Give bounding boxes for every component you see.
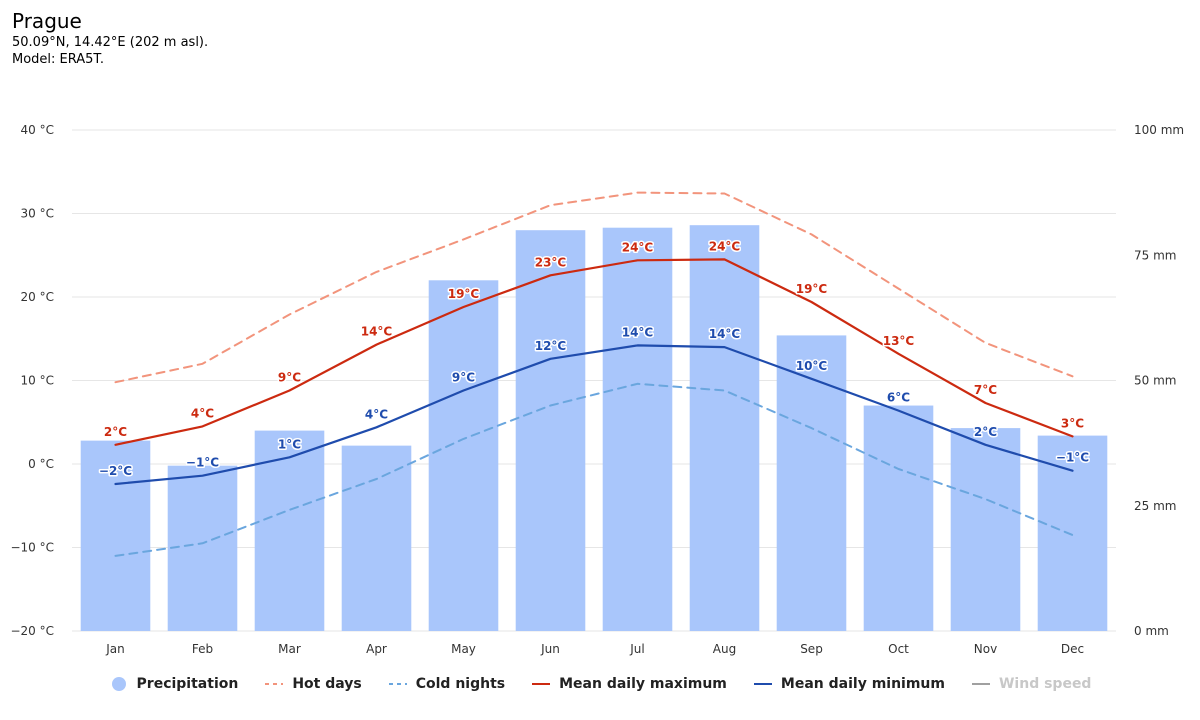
legend-item-mean-max[interactable]: Mean daily maximum (531, 676, 727, 692)
precipitation-bar (515, 230, 586, 631)
legend-label: Wind speed (998, 676, 1092, 692)
y-left-tick-label: −20 °C (10, 624, 54, 638)
mean-max-data-label: 14°C (361, 325, 393, 339)
legend-label: Mean daily maximum (559, 676, 727, 692)
mean-min-data-label: −1°C (1056, 451, 1089, 465)
y-left-tick-label: −10 °C (10, 541, 54, 555)
mean-max-data-label: 23°C (535, 255, 567, 269)
y-right-tick-label: 0 mm (1134, 624, 1169, 638)
x-tick-label: Jan (105, 642, 125, 656)
legend-line-icon (388, 683, 407, 685)
precipitation-bar (602, 227, 673, 631)
mean-min-data-label: −2°C (99, 464, 132, 478)
precipitation-bar (689, 225, 760, 631)
y-right-tick-label: 25 mm (1134, 499, 1176, 513)
mean-min-data-label: −1°C (186, 456, 219, 470)
legend-item-precipitation[interactable]: Precipitation (109, 676, 239, 692)
legend-item-wind-speed[interactable]: Wind speed (971, 676, 1091, 692)
climate-chart: 2°C 4°C 9°C 14°C 19°C 23°C 24°C 24°C 19°C 13°C 7°C… (10, 123, 1184, 656)
mean-max-data-label: 19°C (796, 282, 828, 296)
legend-label: Mean daily minimum (780, 676, 945, 692)
x-tick-label: Nov (974, 642, 997, 656)
mean-max-line (114, 258, 1074, 446)
precipitation-bar (167, 465, 238, 631)
x-tick-label: Jun (540, 642, 560, 656)
legend-label: Cold nights (415, 676, 506, 692)
precipitation-bars (80, 225, 1108, 631)
precipitation-bar (80, 440, 151, 631)
legend-dot-icon (111, 677, 126, 691)
precipitation-bar (254, 430, 325, 631)
y-right-tick-label: 75 mm (1134, 248, 1176, 262)
y-left-tick-label: 40 °C (21, 123, 54, 137)
y-left-tick-label: 20 °C (21, 290, 54, 304)
y-left-tick-label: 10 °C (21, 374, 54, 388)
legend-item-cold-nights[interactable]: Cold nights (388, 676, 505, 692)
precipitation-bar (341, 445, 412, 631)
precipitation-bar (950, 428, 1021, 631)
mean-min-data-label: 1°C (278, 437, 301, 451)
mean-min-data-label: 6°C (887, 391, 910, 405)
legend-line-icon (971, 683, 990, 685)
mean-min-data-label: 9°C (452, 371, 475, 385)
mean-max-data-label: 24°C (709, 239, 741, 253)
mean-min-data-label: 10°C (796, 359, 828, 373)
model-label: Model: ERA5T. (12, 52, 104, 67)
x-tick-label: Jul (629, 642, 644, 656)
mean-min-data-label: 14°C (709, 327, 741, 341)
mean-max-data-label: 7°C (974, 383, 997, 397)
location-coordinates: 50.09°N, 14.42°E (202 m asl). (12, 35, 209, 50)
precipitation-bar (428, 280, 499, 631)
chart-header: Prague 50.09°N, 14.42°E (202 m asl). Mod… (12, 8, 208, 68)
x-tick-label: Feb (192, 642, 213, 656)
x-tick-label: Sep (800, 642, 823, 656)
legend-line-icon (532, 683, 551, 685)
y-left-tick-label: 0 °C (28, 457, 54, 471)
x-tick-label: May (451, 642, 476, 656)
mean-min-data-label: 2°C (974, 425, 997, 439)
x-tick-label: Aug (713, 642, 736, 656)
data-labels: 2°C 4°C 9°C 14°C 19°C 23°C 24°C 24°C 19°C 13°C 7°C… (97, 238, 1090, 480)
mean-min-data-label: 12°C (535, 339, 567, 353)
precipitation-bar (1037, 435, 1108, 631)
precipitation-bar (863, 405, 934, 631)
legend-line-icon (753, 683, 772, 685)
x-tick-label: Apr (366, 642, 387, 656)
legend-line-icon (265, 683, 284, 685)
cold-nights-line (114, 382, 1074, 557)
legend-item-mean-min[interactable]: Mean daily minimum (753, 676, 945, 692)
mean-max-data-label: 9°C (278, 371, 301, 385)
mean-max-data-label: 13°C (883, 334, 915, 348)
mean-max-data-label: 3°C (1061, 416, 1084, 430)
mean-max-data-label: 2°C (104, 425, 127, 439)
precipitation-bar (776, 335, 847, 631)
axis-labels: −20 °C −10 °C 0 °C 10 °C 20 °C 30 °C 40 °C 0 mm… (10, 123, 1184, 656)
y-right-tick-label: 100 mm (1134, 123, 1184, 137)
temperature-lines (114, 191, 1074, 557)
x-tick-label: Dec (1061, 642, 1084, 656)
legend-label: Precipitation (136, 676, 239, 692)
legend-label: Hot days (292, 676, 362, 692)
legend-item-hot-days[interactable]: Hot days (264, 676, 362, 692)
mean-max-data-label: 19°C (448, 287, 480, 301)
mean-max-data-label: 4°C (191, 406, 214, 420)
y-right-tick-label: 50 mm (1134, 374, 1176, 388)
mean-min-data-label: 14°C (622, 325, 654, 339)
x-tick-label: Oct (888, 642, 909, 656)
mean-min-line (114, 344, 1074, 486)
grid-lines (72, 129, 1116, 632)
mean-min-data-label: 4°C (365, 407, 388, 421)
chart-title: Prague (12, 9, 82, 33)
y-left-tick-label: 30 °C (21, 207, 54, 221)
x-tick-label: Mar (278, 642, 301, 656)
mean-max-data-label: 24°C (622, 240, 654, 254)
chart-legend: Precipitation Hot days Cold nights Mean dai… (0, 676, 1200, 692)
hot-days-line (114, 191, 1074, 384)
